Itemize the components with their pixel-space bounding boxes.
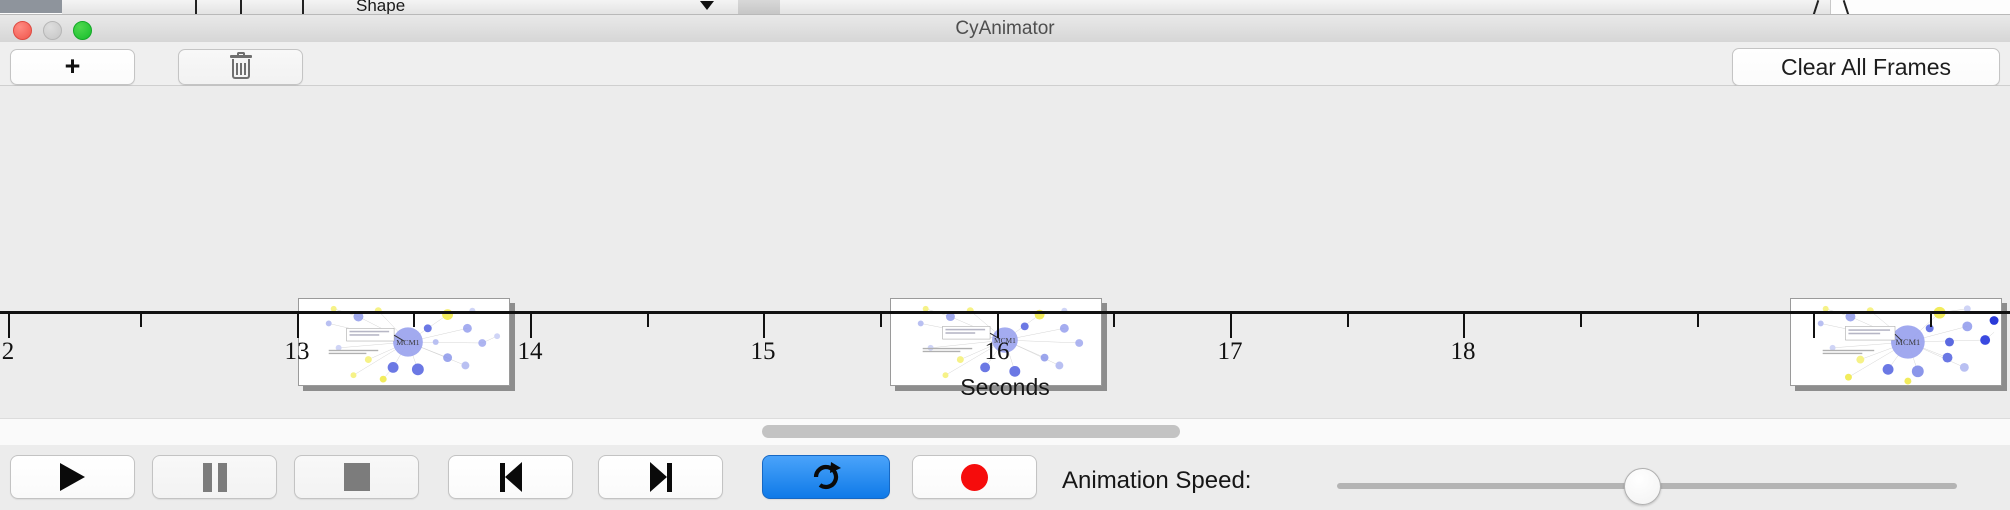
background-segment	[300, 0, 359, 15]
playback-control-bar: Animation Speed:	[0, 445, 2010, 510]
axis-tick-major	[763, 314, 765, 338]
axis-tick-major	[1463, 314, 1465, 338]
clear-all-frames-label: Clear All Frames	[1781, 53, 1951, 80]
svg-text:MCM1: MCM1	[994, 336, 1016, 345]
axis-tick-label: 16	[984, 338, 1010, 365]
play-button[interactable]	[10, 455, 135, 499]
background-segment	[182, 0, 239, 15]
axis-tick-major	[297, 314, 299, 338]
background-segment	[358, 0, 689, 15]
window-title: CyAnimator	[955, 18, 1055, 39]
axis-tick-label: 15	[750, 338, 776, 365]
window-controls	[13, 21, 92, 40]
background-segment	[780, 0, 1831, 15]
record-button[interactable]	[912, 455, 1037, 499]
toolbar: + Clear All Frames	[0, 42, 2010, 86]
previous-frame-button[interactable]	[448, 455, 573, 499]
svg-text:MCM1: MCM1	[396, 338, 419, 347]
axis-tick-label: 13	[284, 338, 310, 365]
minimize-button[interactable]	[43, 21, 62, 40]
axis-title: Seconds	[960, 374, 1050, 400]
axis-tick-major	[1230, 314, 1232, 338]
loop-icon	[813, 462, 841, 490]
animation-speed-slider-thumb[interactable]	[1624, 468, 1661, 505]
loop-button[interactable]	[762, 455, 890, 499]
pause-button[interactable]	[152, 455, 277, 499]
axis-tick-label: 14	[517, 338, 543, 365]
timeline-axis-line	[0, 311, 2010, 314]
zoom-button[interactable]	[73, 21, 92, 40]
delete-frame-button[interactable]	[178, 49, 303, 85]
background-window-strip: Shape	[0, 0, 2010, 15]
axis-tick-minor	[1347, 314, 1349, 327]
axis-tick-minor	[1113, 314, 1115, 327]
scrollbar-thumb[interactable]	[762, 425, 1180, 438]
network-graphic: MCM1	[325, 305, 501, 383]
background-titlebar-fragment	[0, 0, 62, 13]
axis-tick-minor	[140, 314, 142, 327]
svg-text:MCM1: MCM1	[1895, 338, 1920, 347]
axis-tick-label: 18	[1450, 338, 1476, 365]
close-button[interactable]	[13, 21, 32, 40]
axis-tick-minor	[413, 314, 415, 327]
axis-tick-major	[1813, 314, 1815, 338]
axis-tick-major	[997, 314, 999, 338]
stop-button[interactable]	[294, 455, 419, 499]
axis-tick-minor	[1580, 314, 1582, 327]
axis-tick-minor	[647, 314, 649, 327]
record-icon	[961, 463, 988, 491]
background-segment	[238, 0, 301, 15]
axis-tick-minor	[880, 314, 882, 327]
background-segment	[738, 0, 781, 15]
axis-tick-minor	[1697, 314, 1699, 327]
skip-previous-icon	[499, 462, 522, 492]
next-frame-button[interactable]	[598, 455, 723, 499]
pause-icon	[202, 462, 227, 492]
title-bar: CyAnimator	[0, 15, 2010, 43]
background-segment	[62, 0, 183, 15]
skip-next-icon	[649, 462, 672, 492]
timeline-scrollbar[interactable]	[0, 418, 2010, 446]
play-icon	[60, 463, 85, 491]
timeline-panel[interactable]: MCM1	[0, 86, 2010, 418]
background-window-label: Shape	[356, 0, 406, 15]
clear-all-frames-button[interactable]: Clear All Frames	[1732, 48, 2000, 86]
timeline-frame-thumbnail[interactable]: MCM1	[298, 298, 515, 391]
axis-tick-label: 2	[1, 338, 15, 365]
axis-tick-label: 17	[1217, 338, 1243, 365]
stop-icon	[343, 463, 370, 491]
axis-tick-major	[8, 314, 10, 338]
trash-icon	[229, 51, 252, 80]
add-frame-button[interactable]: +	[10, 49, 135, 85]
animation-speed-label: Animation Speed:	[1062, 467, 1252, 494]
axis-tick-minor	[1930, 314, 1932, 327]
axis-tick-major	[530, 314, 532, 338]
plus-icon: +	[64, 50, 81, 81]
